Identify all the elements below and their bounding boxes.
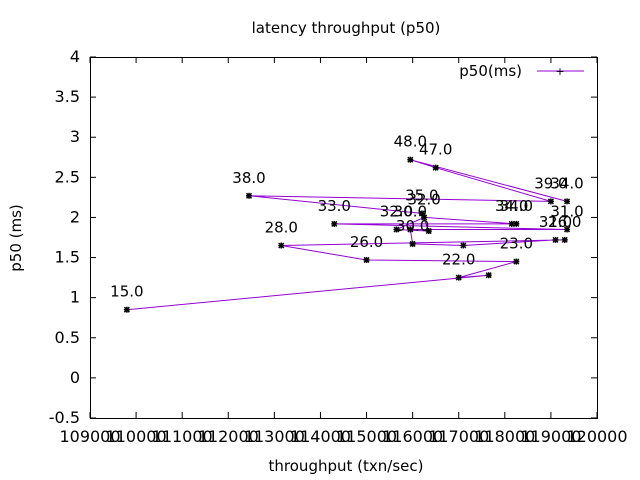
x-tick-label: 109000: [59, 427, 120, 446]
data-point: [564, 198, 571, 205]
y-tick-label: 1.5: [55, 248, 80, 267]
data-label: 22.0: [442, 251, 475, 269]
y-tick-label: 2.5: [55, 167, 80, 186]
data-label: 33.0: [318, 197, 351, 215]
series-points: [123, 156, 571, 313]
x-axis-ticks: 1090001100001110001120001130001140001150…: [59, 57, 628, 446]
data-label: 26.0: [548, 213, 581, 231]
x-tick-label: 111000: [152, 427, 213, 446]
data-label: 34.0: [550, 174, 583, 192]
chart-title: latency throughput (p50): [252, 19, 441, 37]
x-tick-label: 117000: [428, 427, 489, 446]
data-label: 30.0: [394, 202, 427, 220]
data-label: 23.0: [500, 235, 533, 253]
data-label: 26.0: [350, 233, 383, 251]
data-point: [245, 192, 253, 199]
y-tick-label: 0: [70, 368, 80, 387]
data-label: 32.0: [380, 202, 413, 220]
series-line: [126, 159, 568, 311]
x-tick-label: 119000: [520, 427, 581, 446]
y-axis-ticks: -0.5 0 0.5 1 1.5 2 2.5 3 3.5 4: [49, 47, 597, 427]
data-point: [485, 272, 492, 279]
legend: p50(ms) +: [459, 62, 584, 80]
x-tick-label: 116000: [382, 427, 443, 446]
y-axis-label: p50 (ms): [7, 204, 25, 272]
y-tick-label: -0.5: [49, 408, 80, 427]
data-point: [547, 198, 554, 205]
data-point: [513, 258, 520, 265]
data-point: [331, 220, 338, 227]
data-label: 35.0: [405, 186, 438, 204]
x-axis-label: throughput (txn/sec): [269, 457, 424, 475]
legend-marker: +: [555, 65, 564, 78]
y-tick-label: 0.5: [55, 328, 80, 347]
point-labels: 15.022.023.026.028.0 26.031.030.030.0 31.0…: [110, 133, 584, 301]
data-label: 31.0: [550, 202, 583, 220]
data-point: [455, 274, 462, 281]
legend-label: p50(ms): [459, 62, 522, 80]
data-point: [432, 164, 439, 171]
data-point: [409, 240, 416, 247]
data-label: 34.0: [500, 197, 533, 215]
x-tick-label: 114000: [290, 427, 351, 446]
data-point: [425, 228, 432, 235]
x-tick-label: 113000: [244, 427, 305, 446]
data-label: 31.0: [539, 213, 572, 231]
data-point: [407, 226, 414, 233]
x-tick-label: 110000: [106, 427, 167, 446]
y-tick-label: 3: [70, 127, 80, 146]
data-point: [407, 156, 414, 163]
y-tick-label: 1: [70, 288, 80, 307]
data-label: 28.0: [265, 219, 298, 237]
y-tick-label: 4: [70, 47, 80, 66]
data-label: 47.0: [419, 141, 452, 159]
data-label: 38.0: [232, 169, 265, 187]
data-point: [513, 220, 520, 227]
data-label: 48.0: [394, 133, 427, 151]
data-point: [552, 236, 559, 243]
y-tick-label: 3.5: [55, 87, 80, 106]
data-label: 34.0: [495, 197, 528, 215]
series-lines: [126, 159, 568, 311]
y-tick-label: 2: [70, 207, 80, 226]
data-label: 39.0: [534, 174, 567, 192]
x-tick-label: 112000: [198, 427, 259, 446]
data-point: [123, 306, 130, 313]
data-point: [363, 256, 370, 263]
x-tick-label: 115000: [336, 427, 397, 446]
plot-frame: [90, 57, 598, 419]
data-point: [561, 236, 568, 243]
data-label: 32.0: [407, 190, 440, 208]
data-point: [278, 242, 285, 249]
data-point: [460, 242, 467, 249]
data-label: 30.0: [396, 217, 429, 235]
data-label: 15.0: [110, 283, 143, 301]
data-point: [564, 226, 571, 233]
x-tick-label: 118000: [474, 427, 535, 446]
data-point: [418, 210, 425, 217]
data-point: [393, 226, 400, 233]
x-tick-label: 120000: [566, 427, 627, 446]
